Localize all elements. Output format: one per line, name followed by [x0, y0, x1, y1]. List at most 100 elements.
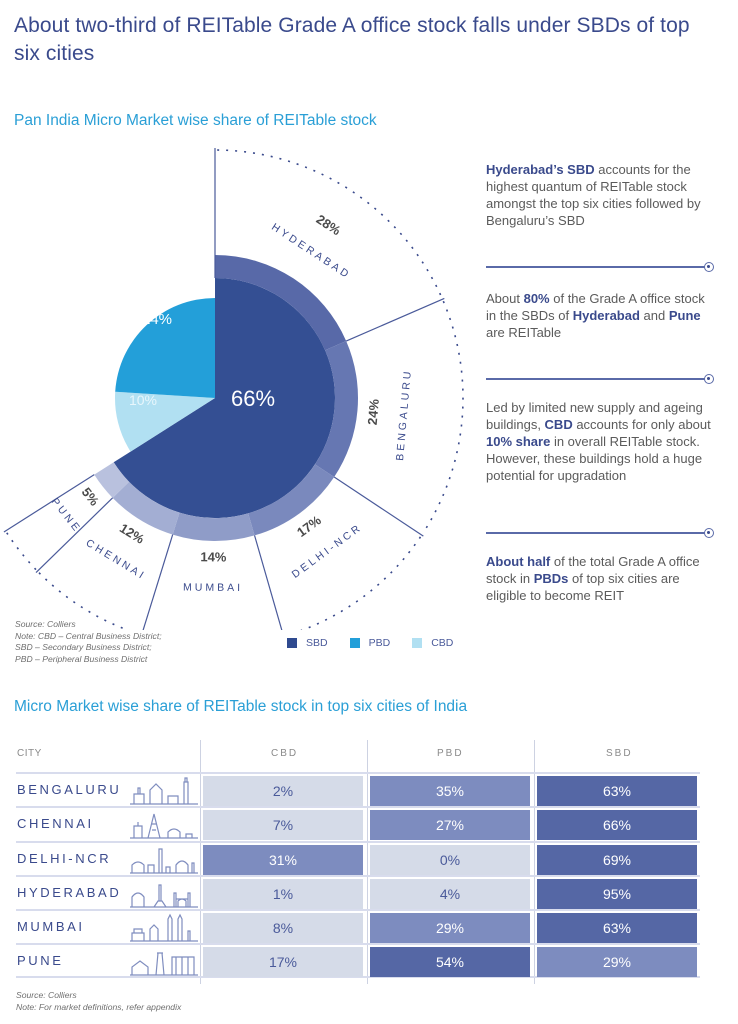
ring-city-label: PUNE: [49, 496, 84, 536]
city-name: MUMBAI: [17, 919, 85, 935]
pie-slice-sbd: [113, 278, 335, 518]
ring-separator-line: [3, 474, 95, 533]
ring-value-label: 14%: [200, 549, 227, 564]
ring-separator-line: [333, 476, 424, 537]
callout-text: of top six cities are eligible to become…: [486, 571, 680, 603]
callout-highlight: CBD: [544, 417, 573, 432]
table-row: BENGALURU 2% 35% 63%: [16, 772, 700, 806]
callout-text: accounts for the highest quantum of REIT…: [486, 162, 701, 228]
city-name: DELHI-NCR: [17, 850, 112, 866]
callout-text: About: [486, 291, 524, 306]
callout-divider: [486, 262, 714, 272]
pie-slice-label: 66%: [231, 386, 275, 411]
cell-cbd: 17%: [203, 947, 363, 978]
city-skyline-icon: [130, 952, 198, 977]
column-divider: [367, 740, 368, 984]
page-title: About two-third of REITable Grade A offi…: [14, 14, 690, 65]
callout-cbd-share: Led by limited new supply and ageing bui…: [486, 399, 716, 484]
column-header-cbd: CBD: [271, 748, 299, 759]
pie-slice-cbd: [115, 391, 215, 452]
pie-slice-label: 24%: [142, 311, 172, 328]
cell-sbd: 95%: [537, 878, 697, 909]
cell-sbd: 63%: [537, 776, 697, 806]
pie-legend: SBD PBD CBD: [287, 637, 453, 649]
column-header-pbd: PBD: [437, 748, 464, 759]
ring-city-label: MUMBAI: [183, 581, 243, 594]
cell-sbd: 63%: [537, 913, 697, 944]
city-skyline-icon: [130, 814, 198, 839]
table-row: HYDERABAD 1% 4% 95%: [16, 874, 700, 909]
ring-value-label: 12%: [117, 520, 147, 547]
callout-highlight: Hyderabad’s SBD: [486, 162, 595, 177]
callout-text: Led by limited new supply and ageing bui…: [486, 400, 703, 432]
cell-pbd: 0%: [370, 844, 530, 875]
city-name: HYDERABAD: [17, 884, 122, 900]
note-line: Source: Colliers: [15, 619, 76, 629]
callout-highlight: Pune: [668, 308, 701, 323]
callout-text: are REITable: [486, 325, 562, 340]
ring-dashed-arc: [422, 300, 464, 534]
cell-cbd: 2%: [203, 776, 363, 806]
table-row: CHENNAI 7% 27% 66%: [16, 806, 700, 841]
callout-text: accounts for only about: [572, 417, 711, 432]
cell-sbd: 66%: [537, 810, 697, 841]
ring-segment-chennai: [112, 481, 180, 535]
ring-separator-line: [253, 535, 283, 630]
legend-label: CBD: [431, 637, 454, 649]
ring-value-label: 17%: [294, 512, 324, 540]
cell-pbd: 27%: [370, 810, 530, 841]
cell-cbd: 8%: [203, 913, 363, 944]
divider-dot-icon: [704, 262, 714, 272]
callout-divider: [486, 528, 714, 538]
legend-item-pbd: PBD: [349, 637, 390, 649]
callout-hyderabad-sbd: Hyderabad’s SBD accounts for the highest…: [486, 161, 716, 229]
ring-segment-hyderabad: [215, 255, 347, 351]
ring-segment-delhi-ncr: [248, 464, 335, 536]
cell-cbd: 7%: [203, 810, 363, 841]
table-row: DELHI-NCR 31% 0% 69%: [16, 840, 700, 875]
ring-dashed-arc: [217, 149, 443, 298]
city-skyline-icon: [130, 847, 198, 874]
cell-cbd: 1%: [203, 878, 363, 909]
note-line: Source: Colliers: [16, 990, 77, 1000]
divider-dot-icon: [704, 528, 714, 538]
legend-item-cbd: CBD: [412, 637, 453, 649]
ring-city-label: BENGALURU: [394, 368, 414, 461]
table-body: BENGALURU 2% 35% 63% CHENNAI 7% 27% 66% DELHI-NC…: [16, 772, 700, 978]
callout-80-percent: About 80% of the Grade A office stock in…: [486, 290, 716, 341]
callout-highlight: Hyderabad: [572, 308, 640, 323]
pie-slice-pbd: [115, 298, 215, 398]
callout-highlight: 80%: [523, 291, 550, 306]
ring-segment-pune: [94, 462, 130, 498]
cell-cbd: 31%: [203, 844, 363, 875]
table-notes: Source: Colliers Note: For market defini…: [16, 990, 181, 1013]
callout-text: of the total Grade A office stock in: [486, 554, 700, 586]
pie-chart: HYDERABAD28%BENGALURU24%DELHI-NCR17%MUMB…: [3, 148, 464, 630]
column-divider: [200, 740, 201, 984]
legend-swatch-sbd: [287, 638, 297, 648]
cell-sbd: 69%: [537, 844, 697, 875]
pie-notes: Source: Colliers Note: CBD – Central Bus…: [15, 619, 162, 665]
cell-pbd: 35%: [370, 776, 530, 806]
legend-item-sbd: SBD: [287, 637, 328, 649]
callout-divider: [486, 374, 714, 384]
note-line: PBD – Peripheral Business District: [15, 653, 148, 664]
ring-value-label: 28%: [314, 211, 344, 238]
callout-text: and: [639, 308, 669, 323]
ring-dashed-arc: [6, 532, 37, 571]
city-name: CHENNAI: [17, 816, 94, 832]
callout-highlight: PBDs: [533, 571, 569, 586]
callout-pbd-half: About half of the total Grade A office s…: [486, 553, 716, 604]
cell-pbd: 4%: [370, 878, 530, 909]
ring-separator-line: [345, 297, 445, 342]
table-row: MUMBAI 8% 29% 63%: [16, 909, 700, 944]
table-title: Micro Market wise share of REITable stoc…: [14, 698, 468, 715]
city-name: BENGALURU: [17, 782, 122, 797]
column-header-sbd: SBD: [606, 748, 633, 759]
legend-swatch-cbd: [412, 638, 423, 648]
note-line: Note: CBD – Central Business District;: [15, 630, 162, 641]
note-line: SBD – Secondary Business District;: [15, 642, 152, 653]
note-line: Note: For market definitions, refer appe…: [16, 1001, 182, 1012]
callout-text: of the Grade A office stock in the SBDs …: [486, 291, 705, 323]
legend-label: SBD: [306, 637, 328, 649]
